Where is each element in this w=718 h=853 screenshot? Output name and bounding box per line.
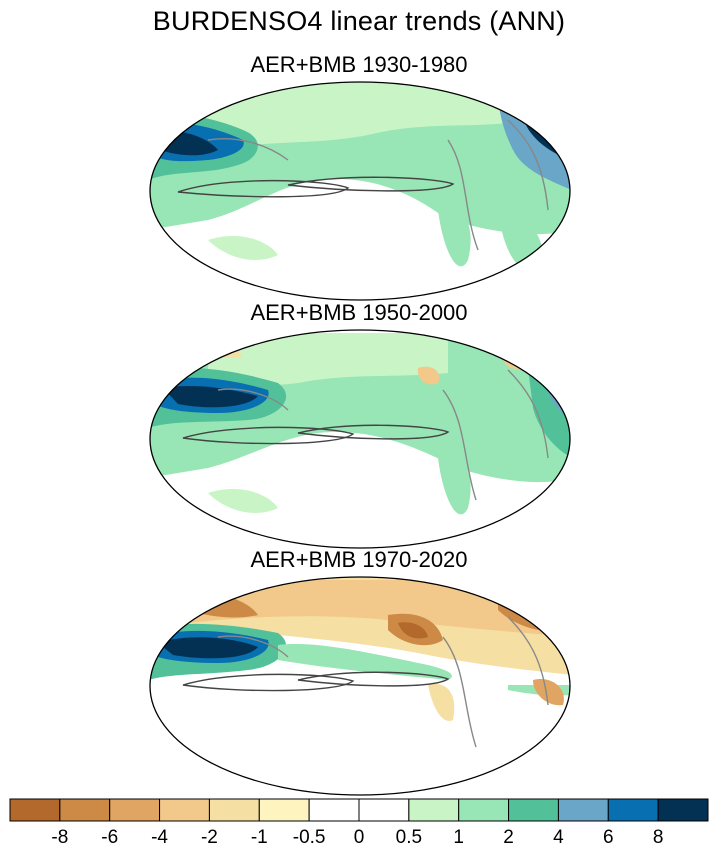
colorbar-box-0: [9, 798, 61, 822]
colorbar-box-13: [657, 798, 709, 822]
colorbar-box-5: [258, 798, 310, 822]
colorbar-box-9: [458, 798, 510, 822]
figure-title: BURDENSO4 linear trends (ANN): [152, 6, 566, 36]
colorbar-label: 6: [603, 827, 614, 848]
colorbar-label: 8: [653, 827, 664, 848]
colorbar-box-1: [59, 798, 111, 822]
colorbar-label: 0: [354, 827, 365, 848]
colorbar-label: -0.5: [293, 827, 326, 848]
colorbar-box-3: [159, 798, 210, 822]
colorbar-label: 1: [453, 827, 464, 848]
colorbar-box-6: [308, 798, 360, 822]
colorbar-box-2: [109, 798, 161, 822]
map-panel-1950-2000: [149, 329, 571, 549]
colorbar-label: 2: [503, 827, 514, 848]
colorbar-label: -1: [251, 827, 268, 848]
colorbar-label: -6: [101, 827, 118, 848]
colorbar-label: -8: [51, 827, 68, 848]
panel-title-1970-2020: AER+BMB 1970-2020: [250, 547, 468, 572]
colorbar-box-7: [358, 798, 410, 822]
colorbar-box-10: [508, 798, 559, 822]
map-panel-1930-1980: [149, 81, 571, 301]
colorbar-box-8: [408, 798, 460, 822]
panel-title-1930-1980: AER+BMB 1930-1980: [250, 52, 468, 77]
map-panel-1970-2020: [149, 576, 571, 796]
colorbar-box-4: [208, 798, 260, 822]
colorbar-box-11: [557, 798, 609, 822]
colorbar-box-12: [607, 798, 659, 822]
colorbar-label: -2: [201, 827, 218, 848]
colorbar: -8 -6 -4 -2 -1 -0.5 0 0.5 1 2 4 6 8: [9, 798, 709, 848]
colorbar-label: 0.5: [396, 827, 422, 848]
panel-title-1950-2000: AER+BMB 1950-2000: [250, 300, 468, 325]
colorbar-label: -4: [151, 827, 168, 848]
colorbar-label: 4: [553, 827, 564, 848]
